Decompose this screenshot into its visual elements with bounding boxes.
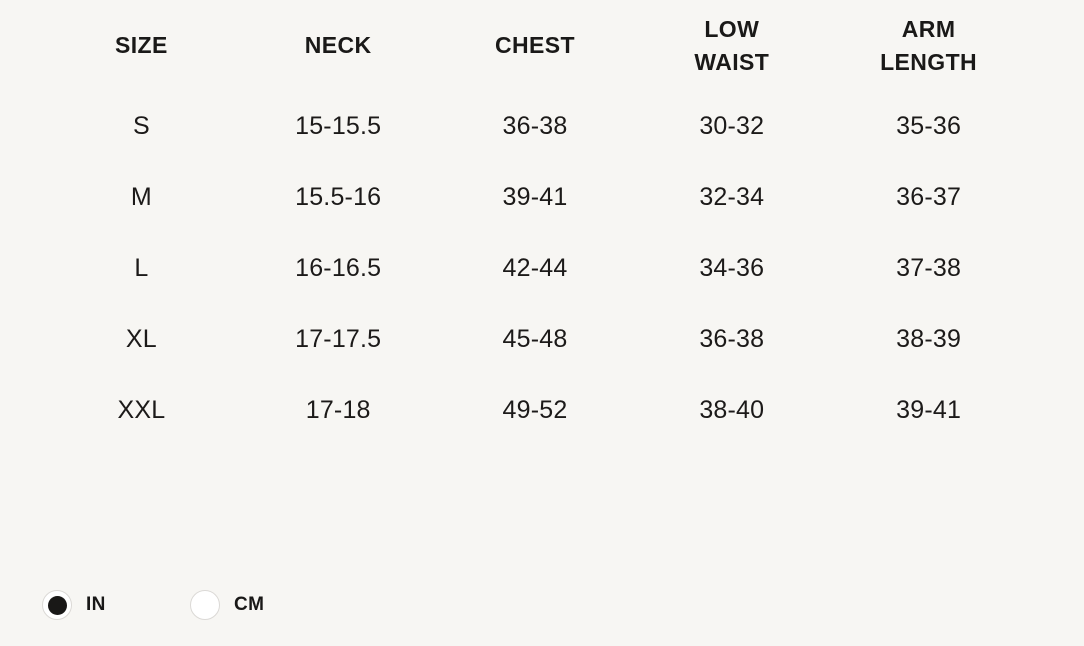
low-waist-value: 38-40: [699, 396, 765, 424]
header-arm-length: ARM LENGTH: [880, 15, 978, 75]
chest-value: 49-52: [502, 396, 568, 424]
arm-length-value: 39-41: [896, 396, 962, 424]
table-row: S 15-15.5 36-38 30-32 35-36: [43, 91, 1027, 162]
arm-length-value: 38-39: [896, 325, 962, 353]
chest-value: 42-44: [502, 254, 568, 282]
table-row: M 15.5-16 39-41 32-34 36-37: [43, 162, 1027, 233]
table-row: L 16-16.5 42-44 34-36 37-38: [43, 233, 1027, 304]
arm-length-value: 37-38: [896, 254, 962, 282]
unit-selector: IN CM: [42, 590, 264, 620]
size-label: L: [134, 254, 149, 282]
size-label: XL: [125, 325, 157, 353]
table-row: XL 17-17.5 45-48 36-38 38-39: [43, 304, 1027, 375]
chest-value: 45-48: [502, 325, 568, 353]
header-chest: CHEST: [495, 32, 575, 58]
neck-value: 15.5-16: [295, 183, 382, 211]
neck-value: 16-16.5: [295, 254, 382, 282]
chest-value: 39-41: [502, 183, 568, 211]
header-low-waist: LOW WAIST: [694, 15, 770, 75]
size-chart-table: SIZE NECK CHEST LOW WAIST ARM LENGTH S 1…: [43, 0, 1027, 446]
neck-value: 17-18: [305, 396, 371, 424]
unit-option-cm[interactable]: CM: [190, 590, 264, 620]
radio-in-icon[interactable]: [42, 590, 72, 620]
low-waist-value: 34-36: [699, 254, 765, 282]
unit-option-in[interactable]: IN: [42, 590, 190, 620]
radio-cm-icon[interactable]: [190, 590, 220, 620]
header-neck: NECK: [304, 32, 372, 58]
size-label: S: [132, 112, 150, 140]
radio-selected-dot: [47, 595, 67, 615]
low-waist-value: 36-38: [699, 325, 765, 353]
header-size: SIZE: [115, 32, 168, 58]
chest-value: 36-38: [502, 112, 568, 140]
arm-length-value: 35-36: [896, 112, 962, 140]
neck-value: 15-15.5: [295, 112, 382, 140]
low-waist-value: 32-34: [699, 183, 765, 211]
neck-value: 17-17.5: [295, 325, 382, 353]
arm-length-value: 36-37: [896, 183, 962, 211]
size-label: XXL: [117, 396, 166, 424]
low-waist-value: 30-32: [699, 112, 765, 140]
size-label: M: [130, 183, 152, 211]
table-header-row: SIZE NECK CHEST LOW WAIST ARM LENGTH: [43, 0, 1027, 91]
unit-in-label: IN: [86, 594, 106, 615]
unit-cm-label: CM: [234, 594, 265, 615]
table-row: XXL 17-18 49-52 38-40 39-41: [43, 375, 1027, 446]
